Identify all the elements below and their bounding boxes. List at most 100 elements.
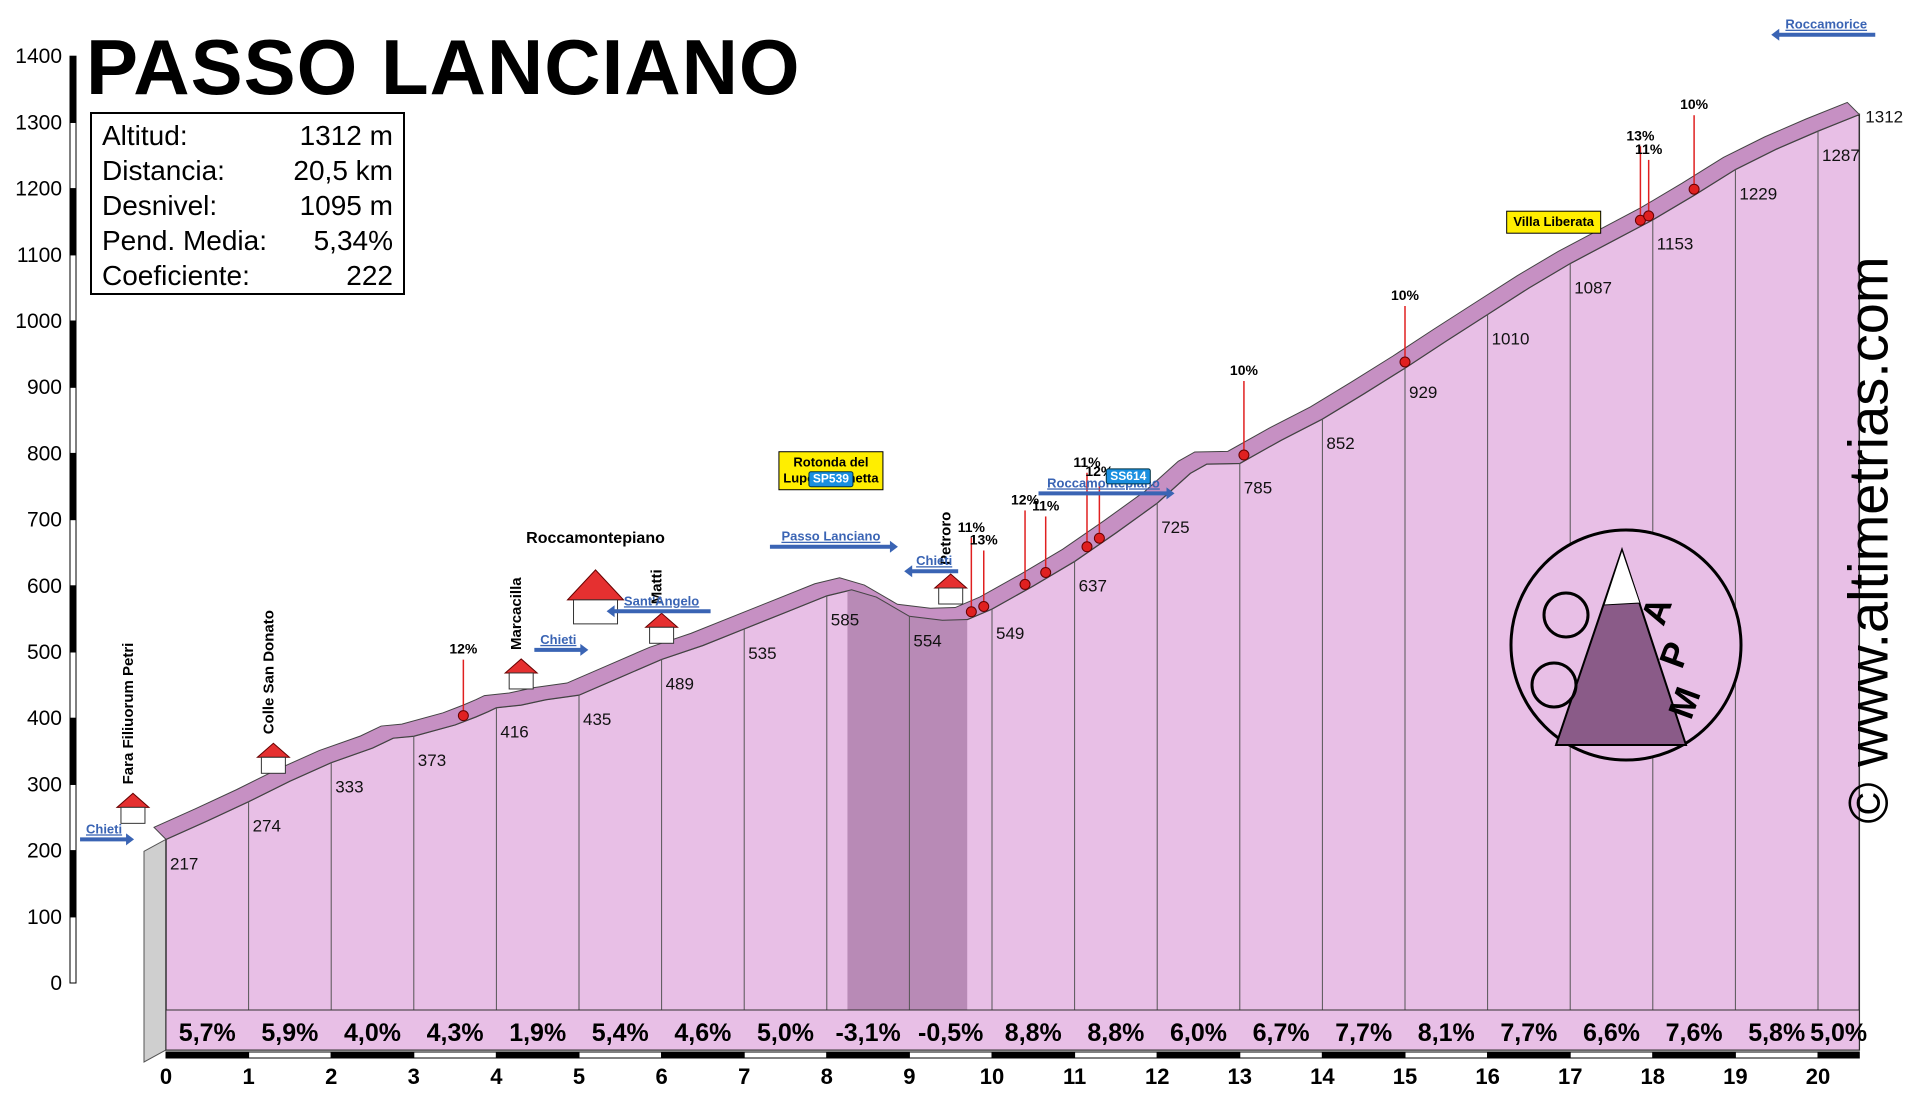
segment-gradient-label: 7,6% (1666, 1019, 1723, 1047)
segment-gradient-label: 4,6% (674, 1019, 731, 1047)
x-scale-segment (826, 1051, 910, 1059)
altitude-label: 1312 (1865, 107, 1903, 126)
peak-gradient-label: 11% (958, 519, 986, 535)
x-scale-segment (661, 1051, 745, 1059)
peak-gradient-label: 10% (1391, 287, 1420, 303)
x-scale-segment (1156, 1051, 1241, 1059)
scale-bar-segment (69, 121, 77, 190)
scale-bar-segment (69, 519, 77, 587)
x-tick-label: 7 (738, 1064, 750, 1089)
x-tick-label: 10 (980, 1064, 1004, 1089)
gradient-marker-dot (1238, 449, 1250, 461)
road-sign-label: Chieti (916, 553, 952, 568)
road-sign-label: Roccamorice (1785, 17, 1867, 32)
x-tick-label: 15 (1393, 1064, 1417, 1089)
x-scale-segment (1817, 1051, 1860, 1059)
scale-bar-segment (69, 717, 77, 785)
altitude-label: 929 (1409, 383, 1437, 402)
x-scale-segment (908, 1051, 993, 1059)
place-label: Colle San Donato (260, 610, 277, 734)
altitude-label: 535 (748, 644, 776, 663)
x-tick-label: 11 (1063, 1064, 1086, 1089)
bicycle-icon (1542, 591, 1590, 639)
stat-value: 20,5 km (293, 155, 393, 186)
segment-gradient-label: -0,5% (918, 1019, 983, 1047)
segment-gradient-label: 8,1% (1418, 1019, 1475, 1047)
altitude-label: 1087 (1574, 278, 1612, 297)
village-icon (566, 569, 625, 601)
y-tick-label: 900 (27, 376, 62, 399)
x-tick-label: 2 (325, 1064, 337, 1089)
peak-gradient-label: 12% (449, 641, 478, 657)
peak-gradient-label: 10% (1680, 96, 1709, 112)
arrow-icon (1771, 28, 1780, 41)
arrow-icon (889, 540, 898, 553)
scale-bar-segment (69, 188, 77, 256)
segment-gradient-label: 4,3% (427, 1019, 484, 1047)
peak-gradient-label: 11% (1635, 141, 1663, 157)
altitude-label: 1229 (1739, 184, 1777, 203)
altitude-label: 852 (1326, 434, 1354, 453)
altitude-label: 637 (1079, 576, 1107, 595)
altitude-label: 217 (170, 854, 198, 873)
segment-gradient-label: 7,7% (1500, 1019, 1557, 1047)
arrow-icon (1166, 487, 1175, 500)
segment-gradient-label: 1,9% (509, 1019, 566, 1047)
gradient-marker-dot (1019, 578, 1031, 590)
segment-gradient-label: 5,7% (179, 1019, 236, 1047)
x-scale-segment (1652, 1051, 1736, 1059)
village-icon (933, 573, 969, 589)
page-title: PASSO LANCIANO (86, 23, 801, 111)
altitude-label: 333 (335, 778, 363, 797)
x-scale-segment (165, 1051, 250, 1059)
gradient-marker-dot (1643, 210, 1655, 222)
village-icon-body (508, 672, 534, 690)
stat-label: Distancia: (102, 155, 225, 186)
x-tick-label: 20 (1806, 1064, 1830, 1089)
y-tick-label: 800 (27, 442, 62, 465)
x-tick-label: 4 (490, 1064, 503, 1089)
x-scale-segment (413, 1051, 497, 1059)
x-scale-segment (1074, 1051, 1158, 1059)
segment-gradient-label: 5,9% (261, 1019, 318, 1047)
place-label: Marcacilla (508, 577, 525, 650)
y-tick-label: 0 (50, 972, 62, 995)
road-sign-label: Chieti (540, 632, 576, 647)
copyright-credit: © www.altimetrias.com (1836, 256, 1900, 824)
x-tick-label: 1 (242, 1064, 254, 1089)
stat-label: Altitud: (102, 120, 188, 151)
x-tick-label: 6 (655, 1064, 667, 1089)
village-icon (115, 792, 151, 808)
y-tick-label: 200 (27, 840, 62, 863)
scale-bar-segment (69, 55, 77, 123)
x-scale-segment (1321, 1051, 1406, 1059)
altitude-label: 416 (500, 723, 528, 742)
stat-row-elevation-gain: Desnivel: 1095 m (102, 188, 393, 223)
scale-bar-segment (69, 850, 77, 918)
arrow-icon (126, 833, 135, 846)
village-icon (256, 742, 291, 758)
segment-gradient-label: 8,8% (1005, 1019, 1062, 1047)
segment-gradient-label: 8,8% (1087, 1019, 1144, 1047)
altitude-label: 1287 (1822, 146, 1860, 165)
profile-side-wall (143, 838, 167, 1063)
gradient-marker-dot (1081, 541, 1093, 553)
x-tick-label: 9 (903, 1064, 915, 1089)
scale-bar-segment (69, 651, 77, 719)
place-label: Matti (649, 569, 666, 604)
gradient-marker-dot (1688, 183, 1700, 195)
road-sign-label: Chieti (86, 821, 122, 836)
segment-gradient-label: 6,0% (1170, 1019, 1227, 1047)
x-tick-label: 16 (1475, 1064, 1499, 1089)
stat-row-distance: Distancia: 20,5 km (102, 153, 393, 188)
altitude-label: 274 (253, 817, 281, 836)
x-tick-label: 13 (1228, 1064, 1252, 1089)
boxed-label-background (1506, 210, 1602, 234)
x-scale-segment (743, 1051, 828, 1059)
peak-gradient-label: 12% (1011, 491, 1040, 507)
peak-gradient-label: 10% (1230, 362, 1259, 378)
x-scale-segment (248, 1051, 332, 1059)
x-tick-label: 17 (1558, 1064, 1582, 1089)
altitude-label: 489 (666, 674, 694, 693)
